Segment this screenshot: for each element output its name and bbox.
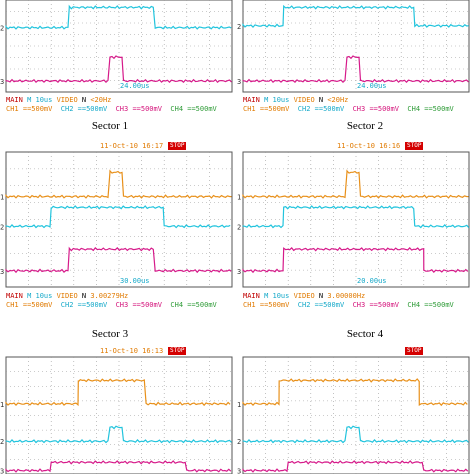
ch2-trace xyxy=(242,4,469,28)
ch2-scale: CH2 ==500mV xyxy=(297,105,345,113)
status-bar: MAIN M 10us VIDEO N 3.00279Hz CH1 ==500mV… xyxy=(6,292,217,310)
ch4-scale: CH4 ==500mV xyxy=(407,105,454,113)
ch1-trace xyxy=(5,378,231,407)
run-state-badge: STOP xyxy=(168,142,187,150)
ch2-trace xyxy=(242,205,470,229)
channel-marker: 1 xyxy=(237,401,241,409)
sector-2-label: Sector 2 xyxy=(346,120,384,132)
ch2-scale: CH2 ==500mV xyxy=(60,105,108,113)
ch2-trace xyxy=(5,205,231,229)
scope-screen: 23 xyxy=(237,0,470,93)
channel-marker: 2 xyxy=(237,223,241,231)
trigger-mode: VIDEO xyxy=(293,96,315,104)
ch3-scale: CH3 ==500mV xyxy=(352,105,399,113)
channel-marker: 2 xyxy=(0,438,4,446)
ch4-scale: CH4 ==500mV xyxy=(170,301,217,309)
sector-1-label: Sector 1 xyxy=(91,120,129,132)
trigger-mode: VIDEO xyxy=(56,292,78,300)
trigger-polarity: N xyxy=(318,292,324,300)
timebase-readout: M 10us xyxy=(264,96,290,104)
run-state-badge: STOP xyxy=(405,347,424,355)
scope-screen: 1 2 3 xyxy=(237,151,470,288)
ch3-scale: CH3 ==500mV xyxy=(115,301,162,309)
scope-screen: 1 2 3 xyxy=(237,356,470,474)
scope-screen: 23 xyxy=(0,0,233,93)
ch2-trace xyxy=(242,425,469,444)
channel-marker: 1 xyxy=(237,194,241,202)
ch1-trace xyxy=(242,169,469,199)
channel-marker: 2 xyxy=(237,23,241,31)
scope-panel-sector-4: 1 2 3 STOP xyxy=(237,345,471,474)
ch3-trace xyxy=(242,55,469,84)
ch3-trace xyxy=(5,246,232,274)
trigger-readout: 24.00us xyxy=(357,82,387,90)
ch1-trace xyxy=(242,378,468,407)
channel-marker: 3 xyxy=(0,268,4,276)
ch1-scale: CH1 ==500mV xyxy=(6,301,53,309)
ch3-trace xyxy=(242,460,469,473)
timebase-readout: M 10us xyxy=(264,292,290,300)
channel-marker: 1 xyxy=(0,401,4,409)
channel-marker: 3 xyxy=(0,78,4,86)
sector-3-label: Sector 3 xyxy=(91,328,129,340)
sector-4-label: Sector 4 xyxy=(346,328,384,340)
status-bar: MAIN M 10us VIDEO N <20Hz CH1 ==500mV CH2… xyxy=(243,96,454,114)
ch4-scale: CH4 ==500mV xyxy=(170,105,217,113)
status-bar: MAIN M 10us VIDEO N <20Hz CH1 ==500mV CH2… xyxy=(6,96,217,114)
timebase-readout: M 10us xyxy=(27,96,53,104)
scope-panel-top-left: 2 3 MAIN M 10us VIDEO N <20Hz CH1 ==500mV C… xyxy=(0,0,234,118)
trigger-mode: VIDEO xyxy=(293,292,315,300)
run-state-badge: STOP xyxy=(168,347,187,355)
acquisition-timestamp: 11-Oct-10 16:17 xyxy=(100,142,164,150)
ch1-trace xyxy=(5,169,232,199)
main-label: MAIN xyxy=(6,96,23,104)
ch2-trace xyxy=(5,425,232,444)
main-label: MAIN xyxy=(6,292,23,300)
ch2-scale: CH2 ==500mV xyxy=(60,301,108,309)
status-bar: MAIN M 10us VIDEO N 3.00000Hz CH1 ==500mV… xyxy=(243,292,454,310)
trigger-readout: 30.00us xyxy=(120,277,150,285)
ch3-trace xyxy=(5,55,232,84)
scope-screen: 1 2 3 xyxy=(0,151,233,288)
channel-marker: 3 xyxy=(237,467,241,474)
frequency-readout: <20Hz xyxy=(327,96,349,104)
channel-marker: 2 xyxy=(0,25,4,33)
channel-marker: 3 xyxy=(237,78,241,86)
scope-panel-top-right: 2 3 MAIN M 10us VIDEO N <20Hz CH1 ==500mV C… xyxy=(237,0,471,118)
ch3-trace xyxy=(242,246,469,274)
scope-panel-sector-2: 1 2 3 11-Oct-10 16:16 STOP MAIN M 10us VIDEO … xyxy=(237,140,471,320)
timebase-readout: M 10us xyxy=(27,292,53,300)
scope-panel-sector-3: 1 2 3 11-Oct-10 16:13 STOP xyxy=(0,345,234,474)
trigger-mode: VIDEO xyxy=(56,96,78,104)
trigger-readout: 24.00us xyxy=(120,82,150,90)
scope-panel-sector-1: 1 2 3 11-Oct-10 16:17 STOP MAIN M 10us VIDEO … xyxy=(0,140,234,320)
ch1-scale: CH1 ==500mV xyxy=(243,105,290,113)
ch2-trace xyxy=(5,4,232,30)
ch3-scale: CH3 ==500mV xyxy=(352,301,399,309)
trigger-polarity: N xyxy=(81,96,87,104)
channel-marker: 3 xyxy=(237,268,241,276)
channel-marker: 1 xyxy=(0,194,4,202)
main-label: MAIN xyxy=(243,292,260,300)
ch4-scale: CH4 ==500mV xyxy=(407,301,454,309)
ch1-scale: CH1 ==500mV xyxy=(243,301,290,309)
main-label: MAIN xyxy=(243,96,260,104)
trigger-polarity: N xyxy=(81,292,87,300)
ch3-scale: CH3 ==500mV xyxy=(115,105,162,113)
frequency-readout: 3.00279Hz xyxy=(90,292,129,300)
channel-marker: 2 xyxy=(0,223,4,231)
ch2-scale: CH2 ==500mV xyxy=(297,301,345,309)
frequency-readout: <20Hz xyxy=(90,96,112,104)
acquisition-timestamp: 11-Oct-10 16:13 xyxy=(100,347,164,355)
scope-screen: 1 2 3 xyxy=(0,356,233,474)
ch3-trace xyxy=(5,460,232,473)
trigger-readout: 20.00us xyxy=(357,277,387,285)
ch1-scale: CH1 ==500mV xyxy=(6,105,53,113)
channel-marker: 3 xyxy=(0,467,4,474)
acquisition-timestamp: 11-Oct-10 16:16 xyxy=(337,142,401,150)
frequency-readout: 3.00000Hz xyxy=(327,292,366,300)
channel-marker: 2 xyxy=(237,438,241,446)
run-state-badge: STOP xyxy=(405,142,424,150)
trigger-polarity: N xyxy=(318,96,324,104)
